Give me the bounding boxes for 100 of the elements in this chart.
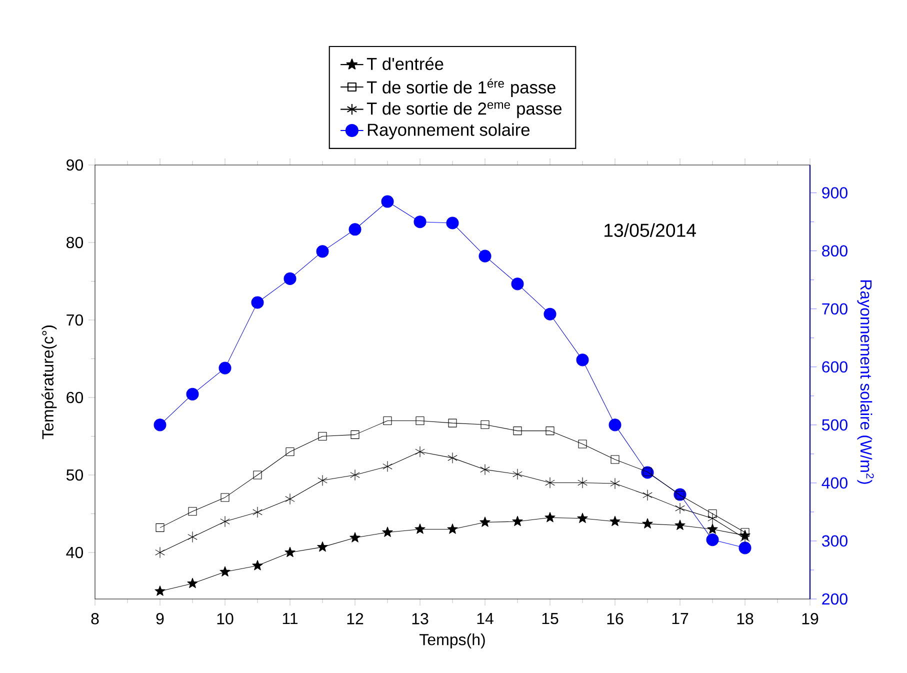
point (286, 447, 294, 456)
point (414, 216, 426, 228)
point (381, 195, 394, 208)
y2-tick-label: 800 (822, 245, 848, 257)
y2-tick-label: 200 (822, 593, 848, 605)
y2-tick-label: 500 (822, 419, 848, 431)
point (512, 516, 523, 526)
point (348, 223, 362, 236)
y2-tick-label: 400 (822, 477, 848, 489)
point (317, 541, 328, 552)
y-axis-title: Température(c°) (42, 326, 57, 440)
point (218, 362, 232, 374)
point (318, 474, 328, 486)
point (448, 452, 458, 464)
y2-tick-label: 700 (822, 303, 848, 315)
point (706, 534, 719, 546)
annotation: 13/05/2014 (604, 223, 696, 237)
y2-tick-label: 600 (822, 361, 848, 373)
x-tick-label: 18 (737, 613, 754, 624)
point (220, 493, 230, 502)
point (544, 512, 556, 522)
point (154, 418, 166, 432)
x-tick-label: 16 (607, 613, 624, 624)
point (252, 506, 262, 518)
x-tick-label: 17 (672, 613, 688, 624)
point (155, 546, 165, 558)
point (546, 426, 554, 436)
point (512, 468, 522, 480)
point (188, 531, 198, 543)
x-tick-label: 10 (217, 613, 234, 624)
point (156, 523, 164, 532)
x-axis-title: Temps(h) (420, 634, 485, 648)
point (285, 493, 295, 505)
point (675, 502, 685, 514)
point (187, 578, 198, 588)
point (414, 524, 426, 534)
point (251, 296, 264, 309)
point (186, 388, 199, 400)
point (318, 432, 327, 441)
y-tick-label: 60 (66, 392, 84, 404)
point (480, 420, 490, 429)
point (253, 470, 262, 480)
x-tick-label: 8 (91, 613, 99, 624)
point (480, 516, 490, 527)
point (545, 477, 555, 488)
point (708, 512, 718, 524)
point (415, 446, 425, 458)
x-tick-label: 11 (282, 613, 298, 624)
point (284, 546, 296, 558)
point (513, 426, 522, 436)
y2-axis-title: Rayonnement solaire (W/m$^{2}$) (857, 280, 874, 484)
point (578, 477, 588, 488)
legend-label: T de sortie de 2$^{eme}$ passe (366, 102, 562, 118)
point (642, 490, 652, 501)
y-tick-label: 70 (66, 314, 84, 326)
point (447, 524, 458, 534)
x-tick-label: 14 (477, 613, 494, 624)
point (382, 460, 392, 472)
point (188, 507, 197, 516)
point (478, 250, 492, 262)
point (448, 418, 457, 428)
x-tick-label: 19 (802, 613, 818, 624)
y-tick-label: 40 (66, 546, 84, 558)
point (578, 440, 587, 448)
y-tick-label: 80 (66, 236, 84, 248)
point (544, 308, 556, 320)
point (383, 416, 392, 426)
point (220, 566, 230, 576)
point (416, 416, 424, 426)
point (577, 512, 588, 523)
point (252, 560, 263, 570)
y-tick-label: 90 (66, 159, 84, 171)
point (738, 542, 752, 554)
point (480, 464, 490, 476)
point (674, 520, 686, 530)
point (350, 430, 360, 439)
point (382, 526, 393, 537)
legend-label: T d'entrée (366, 57, 444, 70)
point (610, 516, 620, 526)
point (220, 516, 230, 528)
point (316, 245, 329, 258)
legend-label: Rayonnement solaire (368, 123, 530, 140)
point (350, 532, 360, 542)
point (610, 455, 620, 464)
x-tick-label: 12 (347, 613, 364, 624)
legend-label: T de sortie de 1$^{ére}$ passe (366, 78, 556, 97)
point (608, 418, 622, 432)
y2-tick-label: 300 (822, 535, 848, 547)
point (610, 478, 620, 490)
point (707, 524, 718, 534)
point (642, 518, 653, 528)
point (446, 216, 459, 230)
x-tick-label: 15 (542, 613, 558, 624)
x-tick-label: 9 (156, 613, 164, 624)
y2-tick-label: 900 (822, 187, 848, 198)
y-tick-label: 50 (66, 469, 84, 481)
point (154, 586, 166, 596)
point (284, 272, 296, 285)
point (511, 278, 524, 290)
x-tick-label: 13 (412, 613, 428, 624)
